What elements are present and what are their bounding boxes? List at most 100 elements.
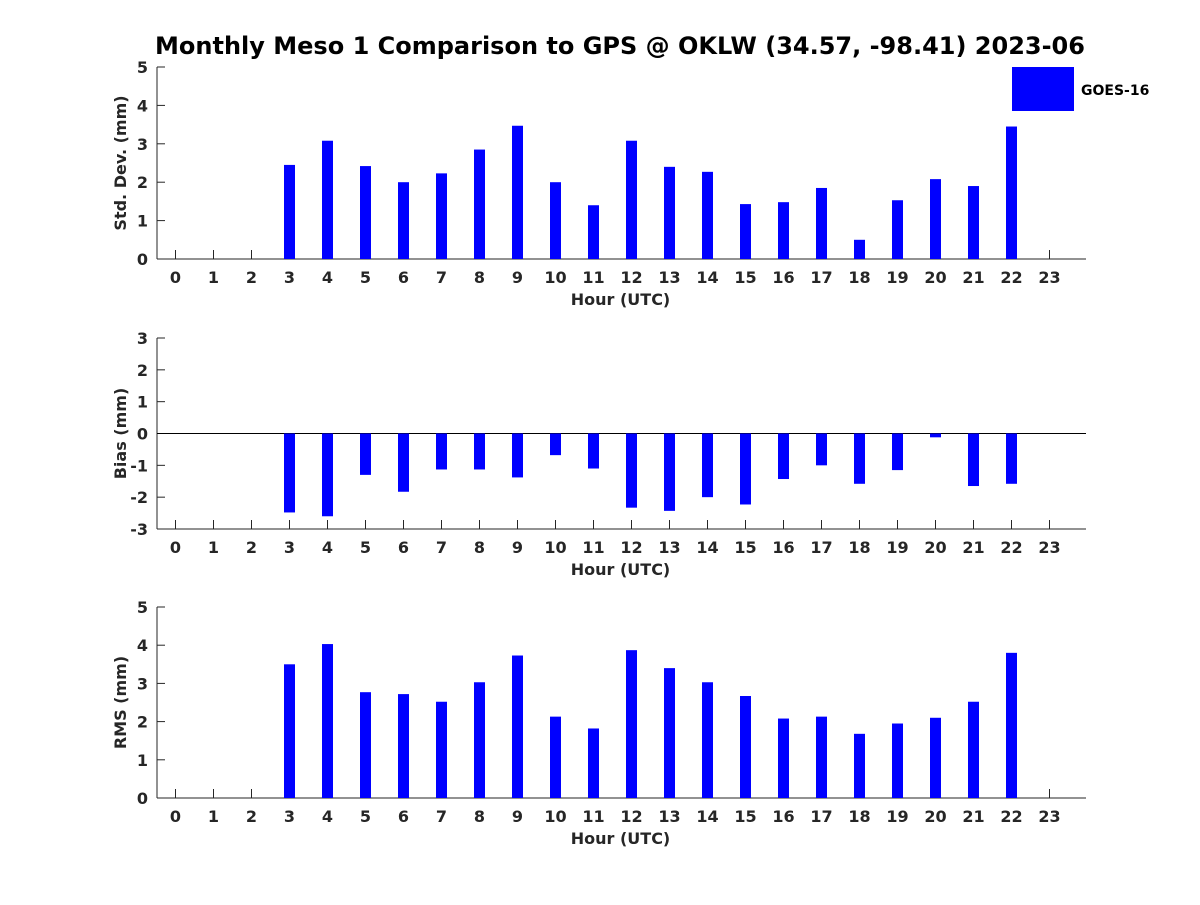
y-tick-label: 0 bbox=[137, 425, 148, 444]
y-tick-label: 1 bbox=[137, 751, 148, 770]
x-tick-label: 12 bbox=[620, 538, 642, 557]
x-tick-label: 11 bbox=[582, 807, 604, 826]
y-tick-label: 5 bbox=[137, 58, 148, 77]
y-tick-label: 5 bbox=[137, 598, 148, 617]
x-tick-label: 2 bbox=[246, 538, 257, 557]
bar-hour-4 bbox=[322, 644, 333, 798]
bar-hour-20 bbox=[930, 433, 941, 438]
bar-hour-9 bbox=[512, 655, 523, 798]
x-tick-label: 5 bbox=[360, 268, 371, 287]
x-tick-label: 18 bbox=[848, 807, 870, 826]
bar-hour-16 bbox=[778, 433, 789, 480]
bar-hour-4 bbox=[322, 140, 333, 259]
x-tick-label: 7 bbox=[436, 538, 447, 557]
legend-label: GOES-16 bbox=[1081, 83, 1149, 99]
x-tick-label: 21 bbox=[962, 807, 984, 826]
x-tick-label: 11 bbox=[582, 538, 604, 557]
x-tick-label: 20 bbox=[924, 538, 946, 557]
bar-hour-3 bbox=[284, 433, 295, 513]
bar-hour-9 bbox=[512, 125, 523, 259]
bar-hour-13 bbox=[664, 668, 675, 798]
y-tick-label: 4 bbox=[137, 636, 148, 655]
bar-hour-17 bbox=[816, 716, 827, 798]
x-tick-label: 16 bbox=[772, 538, 794, 557]
x-tick-label: 21 bbox=[962, 268, 984, 287]
bar-hour-12 bbox=[626, 140, 637, 259]
x-tick-label: 23 bbox=[1038, 538, 1060, 557]
bar-hour-19 bbox=[892, 200, 903, 259]
bar-hour-9 bbox=[512, 433, 523, 478]
x-tick-label: 9 bbox=[512, 268, 523, 287]
y-tick-label: 4 bbox=[137, 96, 148, 115]
x-tick-label: 10 bbox=[544, 538, 566, 557]
x-tick-label: 9 bbox=[512, 538, 523, 557]
bar-hour-18 bbox=[854, 733, 865, 798]
bar-hour-16 bbox=[778, 202, 789, 259]
x-tick-label: 1 bbox=[208, 807, 219, 826]
y-tick-label: 1 bbox=[137, 212, 148, 231]
x-tick-label: 14 bbox=[696, 538, 718, 557]
x-tick-label: 17 bbox=[810, 538, 832, 557]
bar-hour-4 bbox=[322, 433, 333, 517]
bar-hour-8 bbox=[474, 149, 485, 259]
bar-hour-16 bbox=[778, 718, 789, 798]
y-tick-label: 0 bbox=[137, 250, 148, 269]
y-axis-label: RMS (mm) bbox=[111, 656, 130, 749]
x-tick-label: 3 bbox=[284, 538, 295, 557]
x-tick-label: 1 bbox=[208, 538, 219, 557]
bar-hour-18 bbox=[854, 239, 865, 259]
x-tick-label: 6 bbox=[398, 807, 409, 826]
bar-hour-10 bbox=[550, 182, 561, 259]
bar-hour-14 bbox=[702, 682, 713, 798]
x-tick-label: 9 bbox=[512, 807, 523, 826]
x-tick-label: 0 bbox=[170, 268, 181, 287]
y-tick-label: 1 bbox=[137, 393, 148, 412]
bar-hour-6 bbox=[398, 694, 409, 798]
bar-hour-13 bbox=[664, 166, 675, 259]
x-tick-label: 3 bbox=[284, 268, 295, 287]
x-tick-label: 14 bbox=[696, 807, 718, 826]
bar-hour-8 bbox=[474, 682, 485, 798]
bar-hour-17 bbox=[816, 187, 827, 259]
y-tick-label: -1 bbox=[130, 456, 148, 475]
bar-hour-11 bbox=[588, 728, 599, 798]
y-axis-label: Std. Dev. (mm) bbox=[111, 95, 130, 230]
x-tick-label: 22 bbox=[1000, 268, 1022, 287]
y-tick-label: 3 bbox=[137, 329, 148, 348]
x-tick-label: 4 bbox=[322, 807, 333, 826]
y-tick-label: 3 bbox=[137, 135, 148, 154]
x-tick-label: 12 bbox=[620, 268, 642, 287]
bar-hour-22 bbox=[1006, 652, 1017, 798]
bar-hour-14 bbox=[702, 171, 713, 259]
x-tick-label: 6 bbox=[398, 268, 409, 287]
x-tick-label: 16 bbox=[772, 268, 794, 287]
y-tick-label: 2 bbox=[137, 361, 148, 380]
x-tick-label: 2 bbox=[246, 807, 257, 826]
bar-hour-19 bbox=[892, 723, 903, 798]
x-tick-label: 1 bbox=[208, 268, 219, 287]
bar-hour-7 bbox=[436, 433, 447, 470]
x-tick-label: 14 bbox=[696, 268, 718, 287]
bar-hour-5 bbox=[360, 166, 371, 259]
x-tick-label: 22 bbox=[1000, 538, 1022, 557]
bar-hour-6 bbox=[398, 433, 409, 492]
legend: GOES-16 bbox=[1012, 67, 1149, 111]
y-tick-label: -3 bbox=[130, 520, 148, 539]
bar-hour-15 bbox=[740, 433, 751, 505]
x-tick-label: 8 bbox=[474, 807, 485, 826]
bar-hour-8 bbox=[474, 433, 485, 470]
bar-hour-14 bbox=[702, 433, 713, 498]
y-tick-label: 2 bbox=[137, 713, 148, 732]
bar-hour-21 bbox=[968, 433, 979, 487]
x-tick-label: 7 bbox=[436, 807, 447, 826]
x-tick-label: 0 bbox=[170, 538, 181, 557]
bar-hour-11 bbox=[588, 205, 599, 259]
bar-hour-19 bbox=[892, 433, 903, 471]
y-tick-label: 3 bbox=[137, 674, 148, 693]
x-tick-label: 13 bbox=[658, 268, 680, 287]
x-tick-label: 12 bbox=[620, 807, 642, 826]
bar-hour-17 bbox=[816, 433, 827, 466]
